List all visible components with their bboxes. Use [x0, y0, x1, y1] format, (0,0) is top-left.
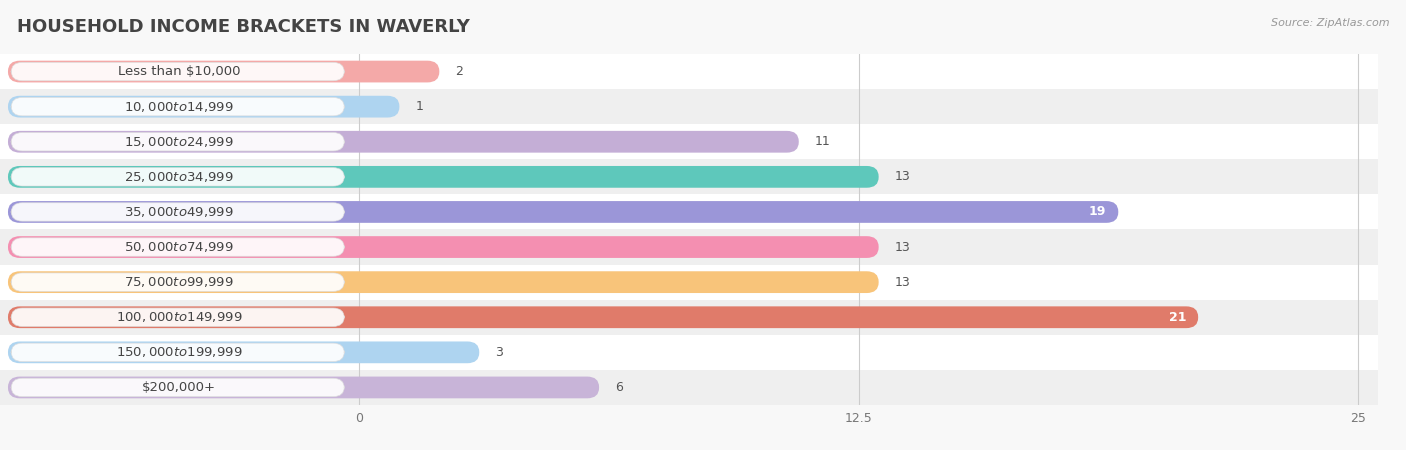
FancyBboxPatch shape — [11, 343, 344, 361]
FancyBboxPatch shape — [8, 131, 799, 153]
FancyBboxPatch shape — [11, 133, 344, 151]
FancyBboxPatch shape — [11, 308, 344, 326]
Text: $35,000 to $49,999: $35,000 to $49,999 — [125, 205, 235, 219]
FancyBboxPatch shape — [8, 271, 879, 293]
Text: $75,000 to $99,999: $75,000 to $99,999 — [125, 275, 235, 289]
Text: 2: 2 — [456, 65, 463, 78]
Bar — [0, 300, 1378, 335]
FancyBboxPatch shape — [8, 201, 1118, 223]
Text: $100,000 to $149,999: $100,000 to $149,999 — [117, 310, 243, 324]
Bar — [0, 230, 1378, 265]
FancyBboxPatch shape — [11, 238, 344, 256]
Text: 11: 11 — [814, 135, 831, 148]
Bar — [0, 124, 1378, 159]
Bar — [0, 89, 1378, 124]
Text: $25,000 to $34,999: $25,000 to $34,999 — [125, 170, 235, 184]
FancyBboxPatch shape — [8, 166, 879, 188]
Text: 6: 6 — [614, 381, 623, 394]
FancyBboxPatch shape — [8, 342, 479, 363]
Text: HOUSEHOLD INCOME BRACKETS IN WAVERLY: HOUSEHOLD INCOME BRACKETS IN WAVERLY — [17, 18, 470, 36]
FancyBboxPatch shape — [8, 236, 879, 258]
Text: 1: 1 — [415, 100, 423, 113]
Text: 19: 19 — [1088, 206, 1107, 218]
Text: $150,000 to $199,999: $150,000 to $199,999 — [117, 345, 243, 360]
FancyBboxPatch shape — [11, 273, 344, 291]
FancyBboxPatch shape — [11, 168, 344, 186]
Bar — [0, 54, 1378, 89]
Text: 13: 13 — [894, 241, 910, 253]
FancyBboxPatch shape — [8, 96, 399, 117]
Text: 3: 3 — [495, 346, 503, 359]
Bar — [0, 265, 1378, 300]
Bar — [0, 335, 1378, 370]
Text: Less than $10,000: Less than $10,000 — [118, 65, 240, 78]
FancyBboxPatch shape — [11, 98, 344, 116]
FancyBboxPatch shape — [8, 61, 439, 82]
Text: Source: ZipAtlas.com: Source: ZipAtlas.com — [1271, 18, 1389, 28]
Text: 13: 13 — [894, 171, 910, 183]
FancyBboxPatch shape — [8, 377, 599, 398]
Text: 13: 13 — [894, 276, 910, 288]
Bar — [0, 194, 1378, 230]
Text: $200,000+: $200,000+ — [142, 381, 217, 394]
FancyBboxPatch shape — [8, 306, 1198, 328]
Text: 21: 21 — [1168, 311, 1187, 324]
FancyBboxPatch shape — [11, 203, 344, 221]
FancyBboxPatch shape — [11, 63, 344, 81]
Text: $10,000 to $14,999: $10,000 to $14,999 — [125, 99, 235, 114]
FancyBboxPatch shape — [11, 378, 344, 396]
Bar — [0, 159, 1378, 194]
Bar — [0, 370, 1378, 405]
Text: $50,000 to $74,999: $50,000 to $74,999 — [125, 240, 235, 254]
Text: $15,000 to $24,999: $15,000 to $24,999 — [125, 135, 235, 149]
